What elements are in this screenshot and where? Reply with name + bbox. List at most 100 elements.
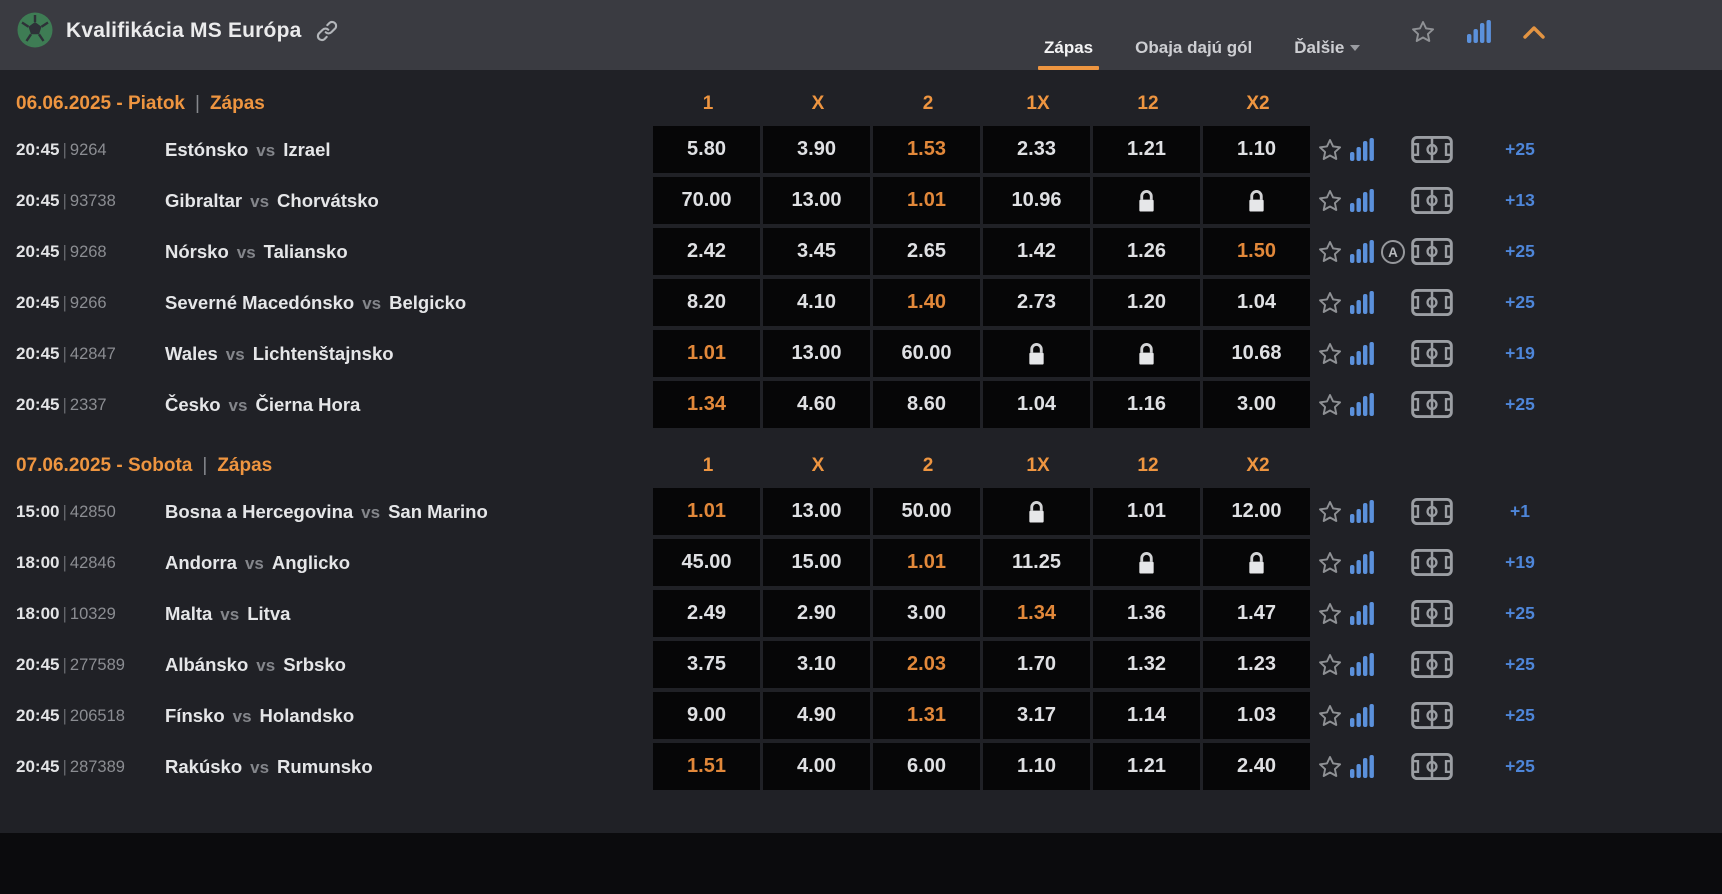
stats-bars-icon[interactable]	[1349, 601, 1375, 627]
favorite-star-icon[interactable]	[1317, 754, 1343, 780]
stats-bars-icon[interactable]	[1349, 290, 1375, 316]
match-teams[interactable]: Gibraltar vs Chorvátsko	[165, 175, 379, 226]
odds-cell[interactable]: 3.90	[763, 126, 870, 173]
odds-cell[interactable]: 1.21	[1093, 743, 1200, 790]
odds-cell[interactable]: 5.80	[653, 126, 760, 173]
odds-cell[interactable]: 1.01	[1093, 488, 1200, 535]
odds-cell[interactable]: 4.60	[763, 381, 870, 428]
favorite-star-icon[interactable]	[1317, 550, 1343, 576]
pitch-tracker-icon[interactable]	[1410, 237, 1454, 266]
match-teams[interactable]: Malta vs Litva	[165, 588, 290, 639]
odds-cell[interactable]: 15.00	[763, 539, 870, 586]
pitch-tracker-icon[interactable]	[1410, 752, 1454, 781]
stats-bars-icon[interactable]	[1349, 137, 1375, 163]
odds-cell[interactable]: 1.20	[1093, 279, 1200, 326]
odds-cell[interactable]: 8.20	[653, 279, 760, 326]
odds-cell[interactable]: 3.75	[653, 641, 760, 688]
odds-cell[interactable]: 10.68	[1203, 330, 1310, 377]
match-teams[interactable]: Albánsko vs Srbsko	[165, 639, 346, 690]
odds-cell[interactable]: 2.42	[653, 228, 760, 275]
odds-cell[interactable]: 1.04	[983, 381, 1090, 428]
market-tab-2[interactable]: Obaja dajú gól	[1135, 38, 1253, 57]
favorite-star-icon[interactable]	[1317, 137, 1343, 163]
more-bets-link[interactable]: +25	[1505, 654, 1535, 674]
odds-cell[interactable]: 70.00	[653, 177, 760, 224]
odds-cell[interactable]: 8.60	[873, 381, 980, 428]
odds-cell[interactable]: 1.21	[1093, 126, 1200, 173]
stats-bars-icon[interactable]	[1349, 550, 1375, 576]
favorite-star-icon[interactable]	[1317, 239, 1343, 265]
odds-cell[interactable]: 1.34	[983, 590, 1090, 637]
more-bets-link[interactable]: +25	[1505, 705, 1535, 725]
odds-cell[interactable]: 2.40	[1203, 743, 1310, 790]
odds-cell[interactable]: 13.00	[763, 330, 870, 377]
match-teams[interactable]: Andorra vs Anglicko	[165, 537, 350, 588]
market-tab-3[interactable]: Ďalšie	[1288, 38, 1366, 70]
odds-cell[interactable]: 3.00	[1203, 381, 1310, 428]
more-bets-link[interactable]: +25	[1505, 292, 1535, 312]
match-teams[interactable]: Česko vs Čierna Hora	[165, 379, 360, 430]
odds-cell[interactable]: 1.01	[873, 177, 980, 224]
odds-cell[interactable]: 1.34	[653, 381, 760, 428]
pitch-tracker-icon[interactable]	[1410, 288, 1454, 317]
favorite-star-icon[interactable]	[1317, 499, 1343, 525]
odds-cell[interactable]: 4.00	[763, 743, 870, 790]
favorite-star-icon[interactable]	[1317, 290, 1343, 316]
odds-cell[interactable]: 10.96	[983, 177, 1090, 224]
stats-bars-icon[interactable]	[1349, 239, 1375, 265]
stats-bars-icon[interactable]	[1349, 499, 1375, 525]
pitch-tracker-icon[interactable]	[1410, 701, 1454, 730]
more-bets-link[interactable]: +19	[1505, 552, 1535, 572]
more-bets-link[interactable]: +25	[1505, 394, 1535, 414]
odds-cell[interactable]: 1.03	[1203, 692, 1310, 739]
odds-cell[interactable]: 13.00	[763, 177, 870, 224]
odds-cell[interactable]: 1.04	[1203, 279, 1310, 326]
stats-bars-icon[interactable]	[1349, 754, 1375, 780]
odds-cell[interactable]: 1.26	[1093, 228, 1200, 275]
odds-cell[interactable]: 1.10	[983, 743, 1090, 790]
pitch-tracker-icon[interactable]	[1410, 186, 1454, 215]
pitch-tracker-icon[interactable]	[1410, 599, 1454, 628]
odds-cell[interactable]: 2.65	[873, 228, 980, 275]
odds-cell[interactable]: 13.00	[763, 488, 870, 535]
link-icon[interactable]	[315, 19, 339, 43]
market-tab-1[interactable]: Zápas	[1038, 38, 1100, 70]
odds-cell[interactable]: 1.14	[1093, 692, 1200, 739]
more-bets-link[interactable]: +13	[1505, 190, 1535, 210]
stats-bars-icon[interactable]	[1349, 703, 1375, 729]
odds-cell[interactable]: 1.23	[1203, 641, 1310, 688]
odds-cell[interactable]: 3.45	[763, 228, 870, 275]
odds-cell[interactable]: 50.00	[873, 488, 980, 535]
match-teams[interactable]: Rakúsko vs Rumunsko	[165, 741, 373, 792]
odds-cell[interactable]: 45.00	[653, 539, 760, 586]
match-teams[interactable]: Nórsko vs Taliansko	[165, 226, 348, 277]
more-bets-link[interactable]: +25	[1505, 756, 1535, 776]
odds-cell[interactable]: 1.50	[1203, 228, 1310, 275]
stats-bars-icon[interactable]	[1349, 652, 1375, 678]
pitch-tracker-icon[interactable]	[1410, 390, 1454, 419]
match-teams[interactable]: Severné Macedónsko vs Belgicko	[165, 277, 466, 328]
odds-cell[interactable]: 1.53	[873, 126, 980, 173]
odds-cell[interactable]: 1.51	[653, 743, 760, 790]
odds-cell[interactable]: 2.33	[983, 126, 1090, 173]
match-teams[interactable]: Estónsko vs Izrael	[165, 124, 331, 175]
odds-cell[interactable]: 1.42	[983, 228, 1090, 275]
stats-bars-icon[interactable]	[1349, 341, 1375, 367]
pitch-tracker-icon[interactable]	[1410, 135, 1454, 164]
pitch-tracker-icon[interactable]	[1410, 497, 1454, 526]
stats-bars-icon[interactable]	[1466, 19, 1494, 47]
favorite-star-icon[interactable]	[1317, 341, 1343, 367]
odds-cell[interactable]: 1.01	[653, 488, 760, 535]
match-teams[interactable]: Bosna a Hercegovina vs San Marino	[165, 486, 488, 537]
odds-cell[interactable]: 1.31	[873, 692, 980, 739]
more-bets-link[interactable]: +25	[1505, 241, 1535, 261]
odds-cell[interactable]: 4.90	[763, 692, 870, 739]
odds-cell[interactable]: 60.00	[873, 330, 980, 377]
odds-cell[interactable]: 3.00	[873, 590, 980, 637]
more-bets-link[interactable]: +25	[1505, 139, 1535, 159]
collapse-chevron-up-icon[interactable]	[1520, 19, 1548, 47]
pitch-tracker-icon[interactable]	[1410, 339, 1454, 368]
odds-cell[interactable]: 2.03	[873, 641, 980, 688]
odds-cell[interactable]: 12.00	[1203, 488, 1310, 535]
more-bets-link[interactable]: +1	[1510, 501, 1530, 521]
